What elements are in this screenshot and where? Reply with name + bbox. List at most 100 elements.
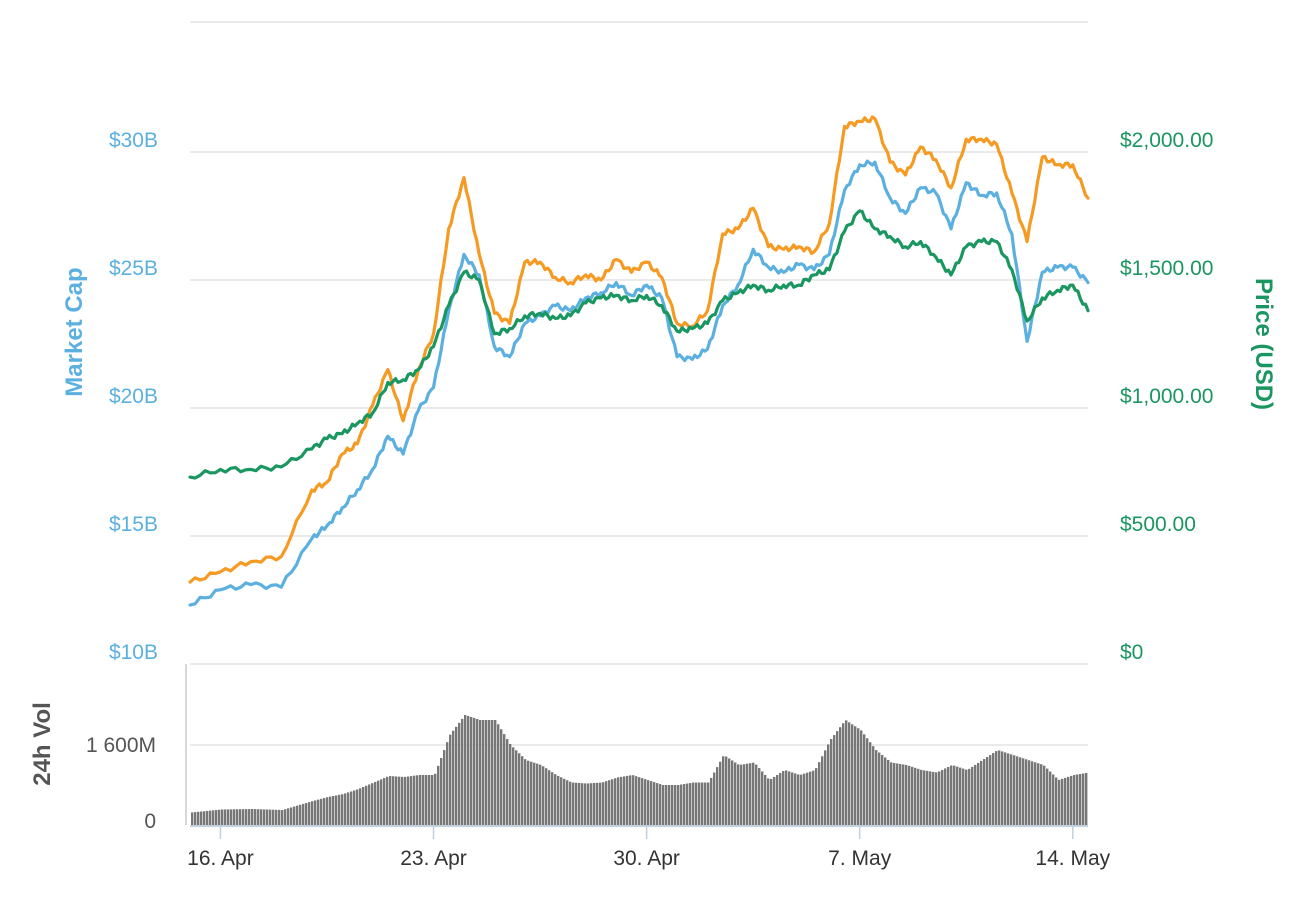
volume-bar: [449, 734, 452, 825]
volume-bar: [419, 775, 422, 825]
volume-bar: [401, 776, 404, 825]
volume-bar: [635, 776, 638, 825]
volume-bar: [755, 764, 758, 825]
volume-bar: [350, 791, 353, 825]
volume-bar: [968, 768, 971, 825]
volume-bar: [938, 771, 941, 825]
volume-bar: [752, 762, 755, 825]
volume-bar: [869, 742, 872, 825]
volume-bar: [461, 718, 464, 825]
volume-bar: [731, 760, 734, 825]
volume-bar: [482, 720, 485, 825]
volume-bar: [992, 753, 995, 825]
volume-bar: [770, 778, 773, 825]
volume-bar: [671, 785, 674, 825]
volume-bar: [803, 773, 806, 825]
volume-bar: [1001, 751, 1004, 825]
volume-bar: [617, 777, 620, 825]
volume-bar: [1019, 757, 1022, 825]
volume-bar: [698, 782, 701, 825]
y-volume-tick-label: 0: [144, 810, 156, 833]
volume-bar: [905, 764, 908, 825]
volume-bar: [875, 750, 878, 825]
volume-bar: [437, 765, 440, 825]
volume-bar: [518, 753, 521, 825]
volume-bar: [965, 769, 968, 825]
volume-bar: [299, 804, 302, 825]
volume-bar: [896, 763, 899, 825]
volume-bar: [257, 809, 260, 825]
y-left-tick-label: $20B: [109, 385, 158, 408]
volume-bar: [317, 799, 320, 825]
volume-bar: [206, 810, 209, 825]
volume-bar: [284, 809, 287, 825]
volume-bar: [971, 766, 974, 825]
volume-bar: [440, 757, 443, 825]
volume-bar: [476, 718, 479, 825]
volume-bar: [815, 768, 818, 825]
volume-bar: [560, 777, 563, 825]
volume-bar: [629, 775, 632, 825]
volume-bar: [962, 768, 965, 825]
volume-bar: [509, 743, 512, 825]
volume-bar: [347, 792, 350, 825]
volume-bar: [590, 783, 593, 825]
y-axis-right-title: Price (USD): [1250, 278, 1277, 410]
volume-bar: [1031, 761, 1034, 825]
volume-bar: [917, 768, 920, 825]
volume-bar: [314, 800, 317, 825]
volume-bar: [434, 773, 437, 825]
volume-bar: [989, 755, 992, 825]
volume-bar: [581, 783, 584, 825]
volume-bar: [455, 726, 458, 825]
volume-bar: [749, 763, 752, 825]
volume-bar: [941, 769, 944, 825]
volume-bar: [686, 783, 689, 825]
series-lines: [188, 115, 1090, 607]
volume-bar: [797, 774, 800, 825]
y-right-tick-label: $2,000.00: [1120, 129, 1213, 152]
volume-bar: [422, 775, 425, 825]
volume-bar: [1073, 774, 1076, 825]
volume-bar: [851, 724, 854, 825]
volume-bar: [488, 720, 491, 825]
volume-bar: [650, 781, 653, 825]
volume-bar: [953, 765, 956, 825]
volume-bar: [740, 764, 743, 825]
volume-bar: [233, 809, 236, 825]
volume-bar: [737, 764, 740, 825]
volume-bar: [398, 776, 401, 825]
volume-bar: [464, 715, 467, 825]
volume-bar: [854, 726, 857, 825]
volume-bar: [380, 779, 383, 825]
y-right-tick-label: $0: [1120, 641, 1143, 664]
volume-bar: [1046, 768, 1049, 825]
y-left-tick-label: $15B: [109, 513, 158, 536]
volume-bar: [1010, 754, 1013, 825]
volume-bar: [827, 744, 830, 825]
volume-bar: [833, 735, 836, 825]
volume-bar: [473, 717, 476, 825]
volume-bar: [719, 761, 722, 825]
volume-bar: [458, 722, 461, 825]
volume-bar: [638, 777, 641, 825]
volume-bar: [695, 782, 698, 825]
volume-bar: [293, 806, 296, 825]
volume-bar: [551, 772, 554, 825]
volume-bar: [512, 747, 515, 825]
volume-bar: [791, 772, 794, 825]
volume-bar: [530, 761, 533, 825]
volume-bar: [557, 775, 560, 825]
volume-bar: [818, 762, 821, 825]
volume-bar: [416, 775, 419, 825]
volume-bar: [599, 782, 602, 825]
volume-bar: [758, 768, 761, 825]
volume-bar: [923, 770, 926, 825]
volume-bar: [548, 770, 551, 825]
volume-bar: [404, 776, 407, 825]
volume-bar: [515, 750, 518, 825]
volume-bar: [425, 775, 428, 825]
volume-bar: [1028, 760, 1031, 825]
volume-bar: [500, 729, 503, 825]
volume-bar: [227, 809, 230, 825]
